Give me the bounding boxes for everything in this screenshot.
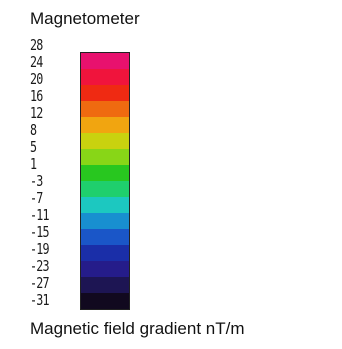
- color-segment: [81, 133, 129, 149]
- tick-label: -19: [30, 240, 50, 258]
- tick-label: -11: [30, 206, 50, 224]
- color-segment: [81, 277, 129, 293]
- tick-label: -23: [30, 257, 50, 275]
- tick-label: -27: [30, 274, 50, 292]
- color-segment: [81, 261, 129, 277]
- tick-label: 20: [30, 70, 43, 88]
- tick-label: 5: [30, 138, 37, 156]
- color-segment: [81, 245, 129, 261]
- tick-label: 12: [30, 104, 43, 122]
- tick-labels: 28 24 20 16 12 8 5 1 -3 -7 -11 -15 -19 -23 -27 -31: [30, 38, 76, 310]
- tick-label: 24: [30, 53, 43, 71]
- tick-label: -15: [30, 223, 50, 241]
- color-segment: [81, 181, 129, 197]
- color-segment: [81, 85, 129, 101]
- legend-caption: Magnetic field gradient nT/m: [30, 319, 245, 338]
- tick-label: 16: [30, 87, 43, 105]
- legend-title: Magnetometer: [30, 9, 140, 28]
- color-segment: [81, 149, 129, 165]
- color-segment: [81, 229, 129, 245]
- tick-label: -7: [30, 189, 43, 207]
- color-segment: [81, 69, 129, 85]
- color-segment: [81, 165, 129, 181]
- tick-label: -31: [30, 291, 50, 309]
- tick-label: 1: [30, 155, 37, 173]
- color-segment: [81, 213, 129, 229]
- tick-label: 28: [30, 36, 43, 54]
- color-segment: [81, 293, 129, 309]
- tick-label: -3: [30, 172, 43, 190]
- color-segment: [81, 53, 129, 69]
- color-segment: [81, 117, 129, 133]
- tick-label: 8: [30, 121, 37, 139]
- color-scale-bar: [80, 52, 130, 310]
- color-segment: [81, 197, 129, 213]
- color-segment: [81, 101, 129, 117]
